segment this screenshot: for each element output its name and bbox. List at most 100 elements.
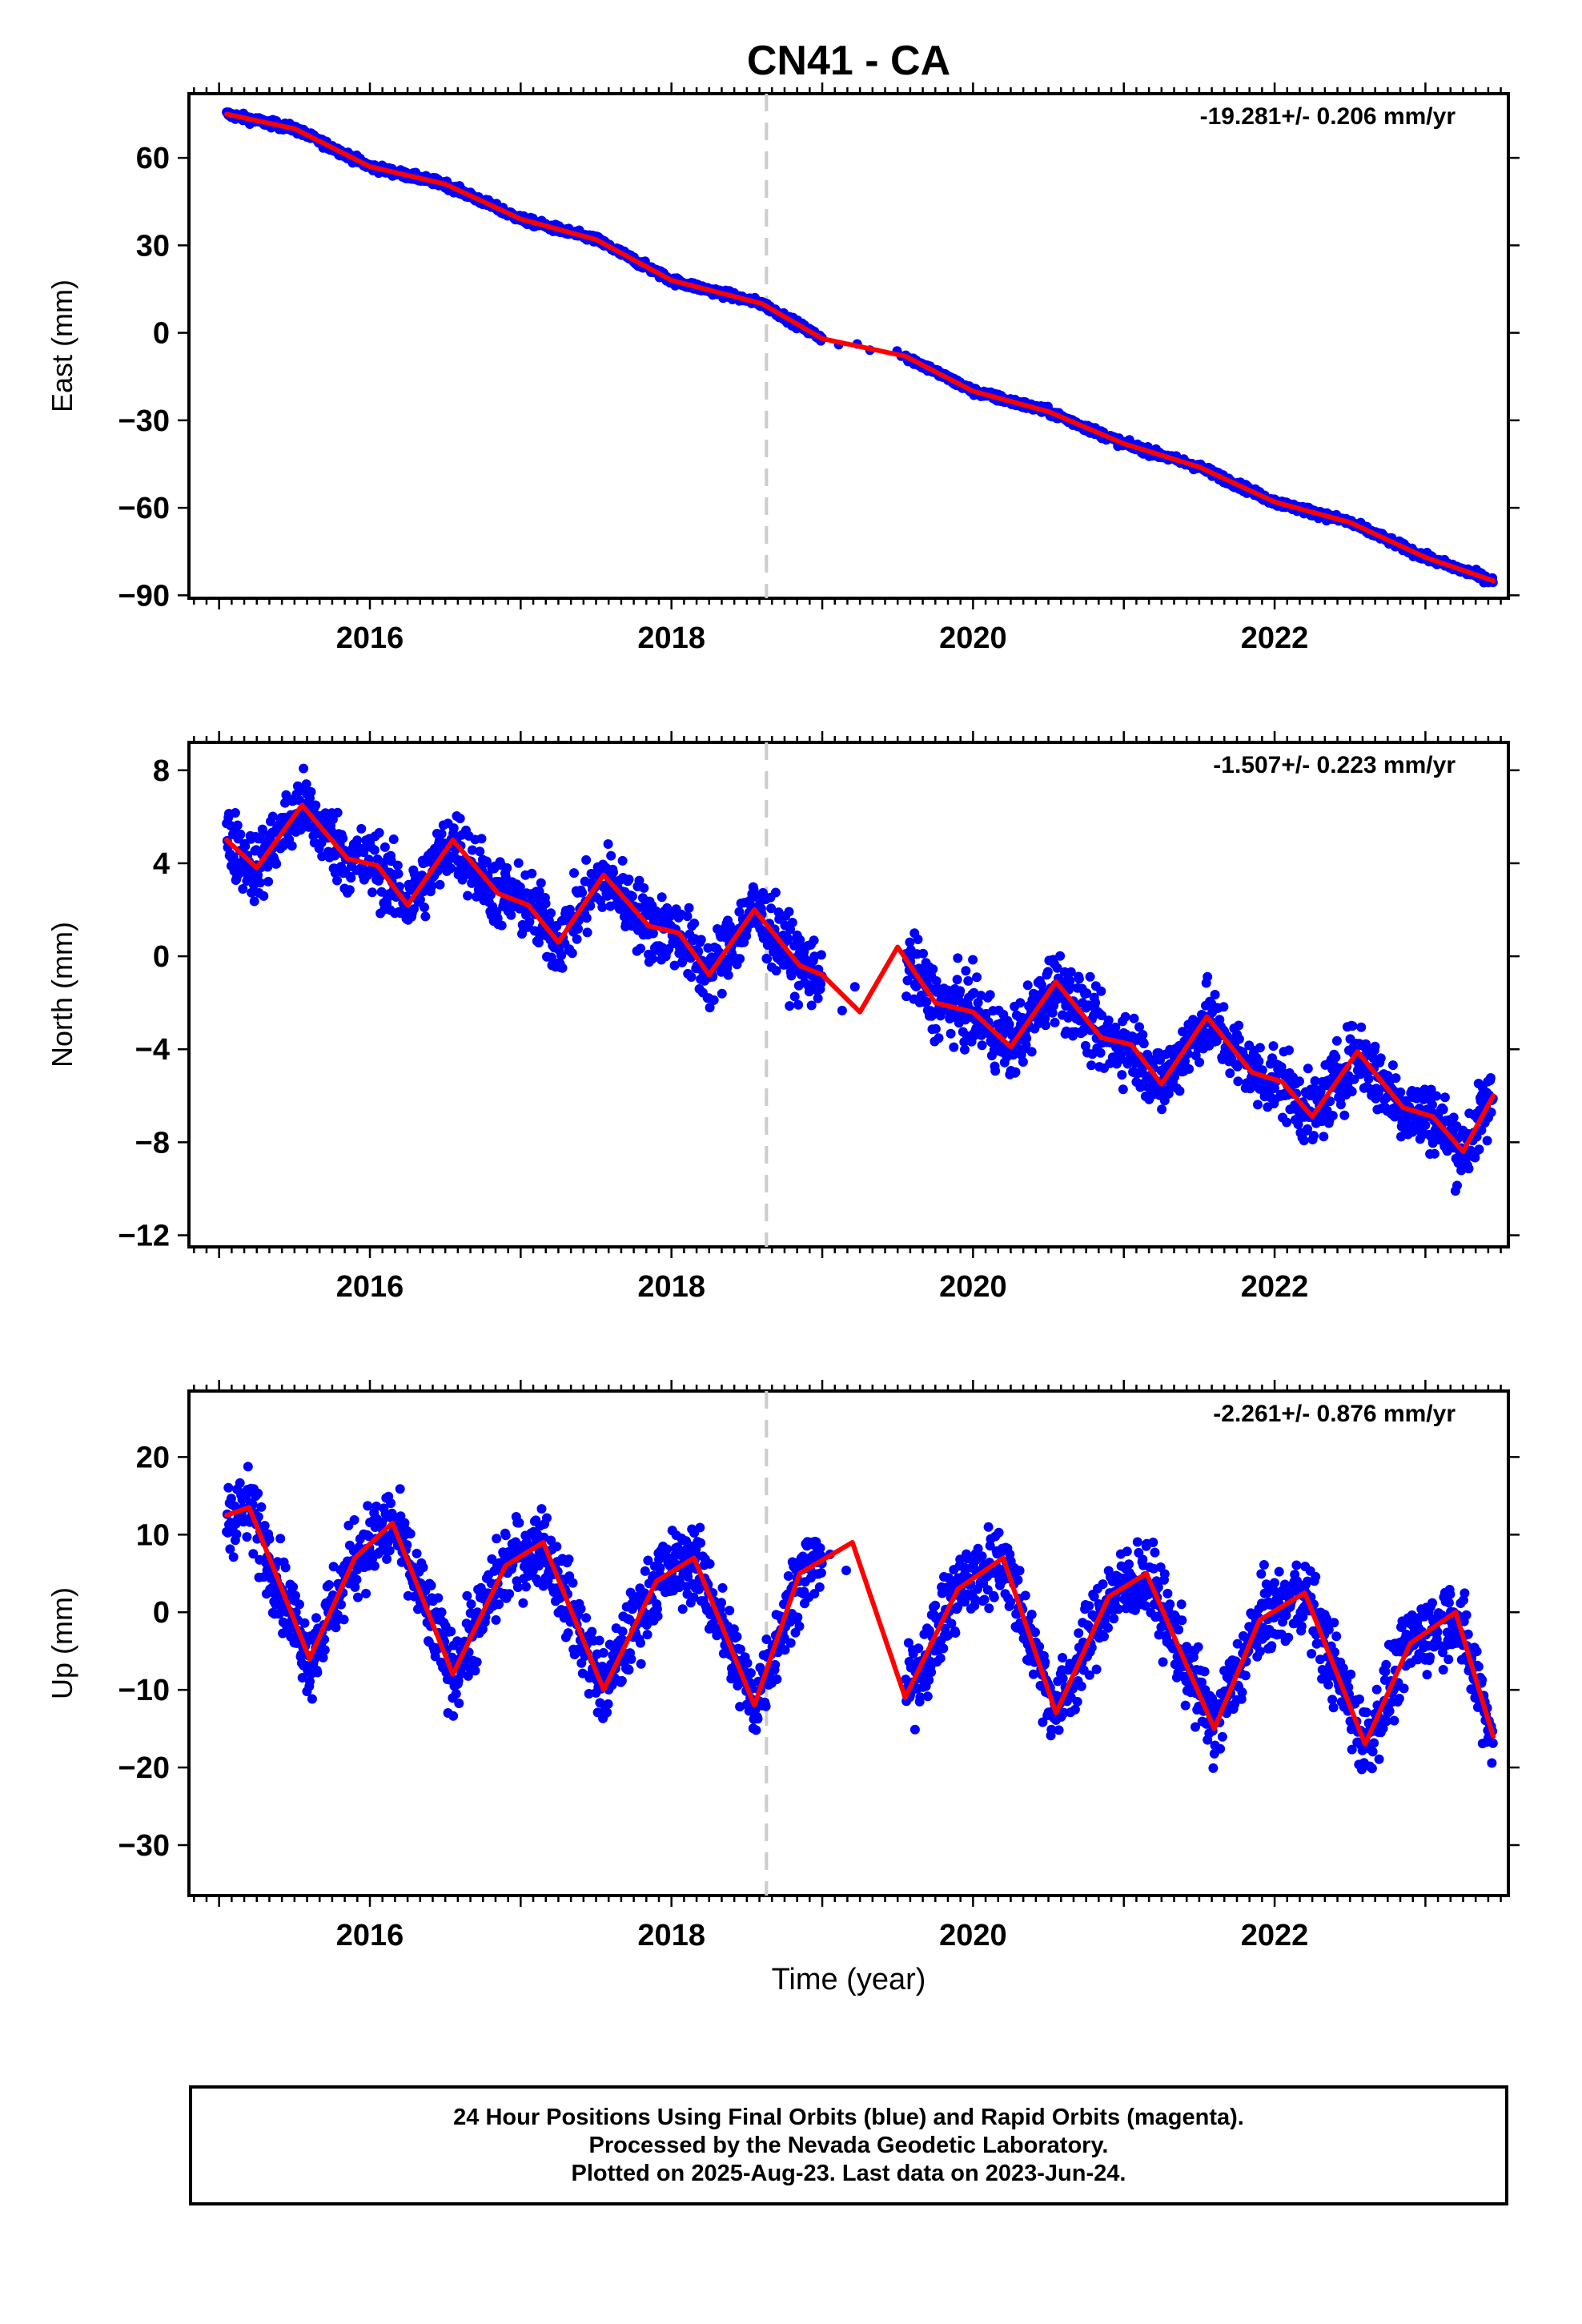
position-point	[1066, 967, 1076, 977]
y-tick-label: −30	[118, 1829, 170, 1863]
daily-positions	[222, 763, 1498, 1196]
position-point	[287, 841, 297, 851]
rate-label: -2.261+/- 0.876 mm/yr	[1213, 1401, 1456, 1427]
position-point	[1110, 1022, 1121, 1032]
position-point	[617, 855, 628, 866]
y-tick-label: −20	[118, 1751, 170, 1785]
position-point	[1438, 1104, 1448, 1115]
position-point	[506, 910, 516, 920]
x-tick-label: 2020	[939, 1270, 1007, 1304]
position-point	[1103, 1015, 1114, 1026]
position-point	[963, 975, 974, 986]
position-point	[1203, 971, 1213, 982]
position-point	[332, 807, 343, 818]
position-point	[1375, 1053, 1386, 1063]
fit-curve	[224, 802, 1496, 1154]
position-point	[1195, 1057, 1205, 1068]
position-point	[901, 991, 912, 1002]
position-point	[968, 955, 978, 965]
position-point	[1331, 1035, 1342, 1046]
position-point	[1426, 1084, 1436, 1095]
y-tick-label: 30	[136, 229, 170, 263]
position-point	[717, 988, 727, 999]
position-point	[581, 854, 592, 865]
position-point	[1253, 1100, 1263, 1110]
position-point	[388, 834, 399, 844]
position-point	[415, 895, 425, 905]
plot-frame	[187, 92, 1510, 600]
position-point	[648, 928, 658, 939]
position-point	[235, 1478, 245, 1488]
position-point	[318, 1652, 328, 1663]
position-point	[253, 1488, 263, 1498]
position-point	[374, 827, 384, 838]
y-tick-label: 20	[136, 1441, 170, 1474]
position-point	[809, 935, 819, 946]
position-point	[1004, 1019, 1014, 1030]
panel-north: 2016 2018 2020 2022 −12 −8 −4 0 4 8 North (mm) -1.5…	[46, 731, 1520, 1304]
position-point	[1090, 998, 1101, 1007]
position-point	[264, 1534, 275, 1544]
chart-title: CN41 - CA	[747, 38, 950, 84]
position-point	[332, 875, 342, 886]
position-point	[608, 867, 618, 878]
position-point	[1018, 1057, 1028, 1067]
position-point	[849, 982, 860, 992]
position-point	[682, 911, 693, 922]
position-point	[1015, 998, 1026, 1008]
position-point	[481, 856, 492, 866]
position-point	[1129, 1013, 1139, 1023]
position-point	[1225, 1068, 1235, 1079]
position-point	[247, 887, 257, 898]
position-point	[1254, 1056, 1264, 1067]
position-point	[569, 868, 579, 879]
position-point	[1010, 1067, 1021, 1077]
position-point	[356, 823, 367, 834]
position-point	[455, 814, 465, 823]
position-point	[1395, 1087, 1406, 1097]
position-point	[749, 884, 759, 895]
position-point	[242, 1532, 252, 1542]
rate-label: -19.281+/- 0.206 mm/yr	[1200, 103, 1456, 130]
position-point	[770, 887, 781, 898]
position-point	[813, 993, 823, 1003]
position-point	[1268, 1041, 1279, 1051]
position-point	[1065, 975, 1075, 986]
position-point	[1482, 1136, 1492, 1146]
position-point	[582, 927, 592, 938]
position-point	[240, 841, 251, 851]
position-point	[1370, 1041, 1380, 1051]
position-point	[393, 869, 404, 879]
position-point	[1138, 1030, 1148, 1039]
position-point	[960, 1044, 970, 1055]
position-point	[816, 950, 826, 960]
position-point	[534, 887, 544, 897]
position-point	[557, 963, 568, 973]
position-point	[1474, 1144, 1484, 1155]
position-point	[232, 820, 243, 830]
position-point	[502, 862, 512, 873]
position-point	[1138, 1039, 1149, 1049]
y-tick-label: 0	[153, 317, 170, 351]
position-point	[527, 868, 537, 879]
position-point	[346, 873, 356, 883]
position-point	[930, 1023, 941, 1034]
position-point	[1255, 1043, 1265, 1053]
position-point	[299, 763, 309, 774]
position-point	[225, 1544, 235, 1554]
position-point	[1210, 990, 1220, 999]
x-tick-label: 2018	[637, 1270, 705, 1304]
position-point	[1387, 1060, 1398, 1071]
position-point	[271, 858, 282, 869]
y-tick-label: −10	[118, 1674, 170, 1707]
position-point	[564, 904, 575, 915]
y-tick-label: 10	[136, 1518, 170, 1552]
position-point	[709, 995, 719, 1005]
position-point	[955, 986, 966, 996]
position-point	[311, 1613, 321, 1623]
position-point	[249, 896, 259, 907]
position-point	[1117, 1070, 1127, 1080]
position-point	[305, 1676, 315, 1687]
position-point	[544, 915, 554, 926]
